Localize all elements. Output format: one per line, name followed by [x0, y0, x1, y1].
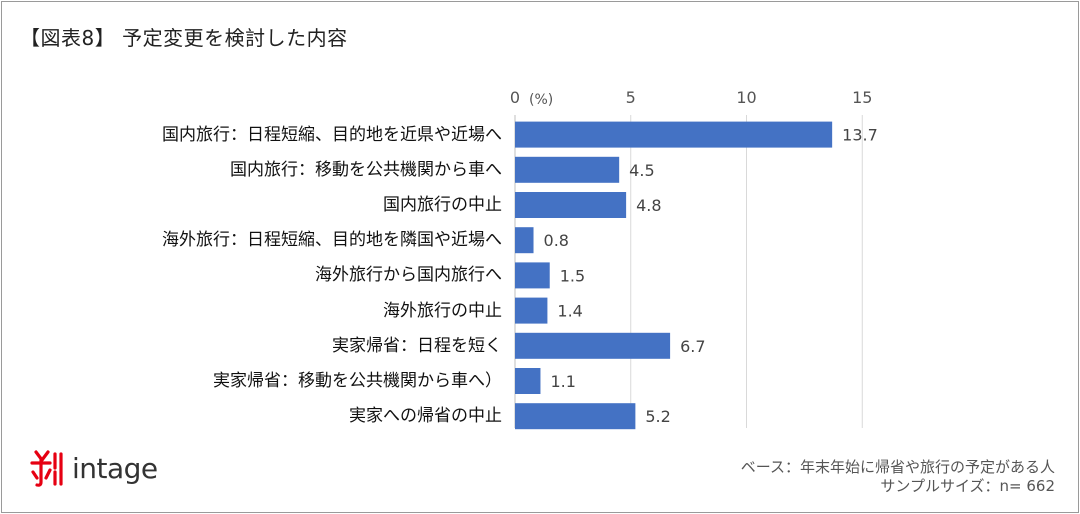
bar [515, 403, 636, 430]
value-label: 1.1 [550, 372, 575, 391]
logo-wordmark: intage [72, 452, 158, 485]
value-label: 0.8 [544, 231, 569, 250]
sample-size: サンプルサイズ：n= 662 [880, 477, 1055, 495]
category-label: 実家への帰省の中止 [349, 406, 502, 427]
bar [515, 368, 541, 394]
bar [515, 227, 534, 254]
x-tick-label: 15 [852, 88, 872, 107]
category-label: 国内旅行：日程短縮、目的地を近県や近場へ [162, 124, 502, 145]
bar [515, 192, 627, 218]
category-label: 国内旅行の中止 [383, 195, 502, 215]
category-label: 実家帰省：移動を公共機関から車へ） [213, 371, 502, 391]
bar [515, 262, 550, 289]
bar [515, 332, 671, 359]
category-label: 海外旅行：日程短縮、目的地を隣国や近場へ [162, 230, 502, 251]
bar [515, 121, 833, 148]
category-label: 国内旅行：移動を公共機関から車へ [230, 159, 502, 180]
value-label: 4.5 [629, 161, 654, 180]
bar [515, 156, 620, 183]
value-label: 5.2 [645, 407, 670, 426]
chart-title: 【図表8】 予定変更を検討した内容 [20, 26, 348, 50]
value-label: 13.7 [842, 126, 878, 145]
x-tick-label: 0 [510, 88, 520, 107]
bar [515, 297, 548, 324]
intage-mark-icon [30, 450, 63, 487]
unit-label: (%) [529, 92, 553, 108]
value-label: 1.4 [557, 302, 582, 321]
category-label: 海外旅行から国内旅行へ [315, 265, 502, 286]
value-label: 4.8 [636, 196, 661, 215]
value-label: 1.5 [560, 266, 585, 285]
category-label: 海外旅行の中止 [383, 300, 502, 321]
x-tick-label: 10 [736, 88, 756, 107]
base-description: ベース：年末年始に帰省や旅行の予定がある人 [740, 458, 1055, 476]
category-label: 実家帰省：日程を短く [332, 335, 502, 356]
x-tick-label: 5 [626, 88, 636, 107]
base-note: ベース：年末年始に帰省や旅行の予定がある人 サンプルサイズ：n= 662 [741, 458, 1055, 496]
value-label: 6.7 [680, 337, 705, 356]
